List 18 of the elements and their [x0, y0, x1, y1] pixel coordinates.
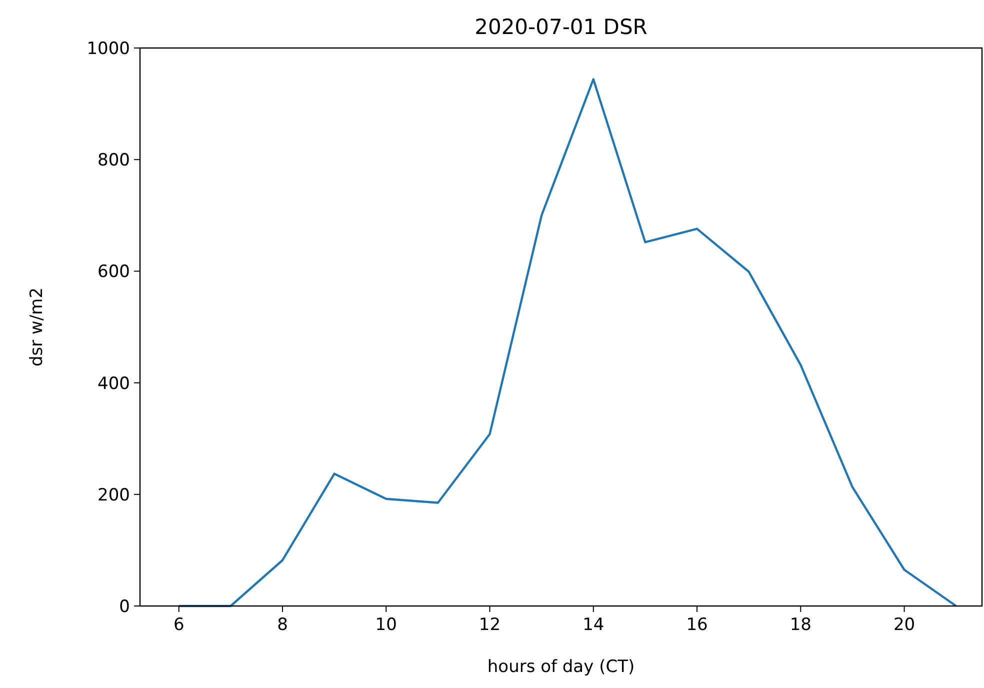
y-tick-label: 600	[98, 262, 130, 282]
y-tick-label: 400	[98, 374, 130, 394]
y-tick-label: 200	[98, 485, 130, 506]
y-axis-title: dsr w/m2	[27, 287, 47, 367]
x-tick-label: 6	[173, 615, 184, 635]
x-tick-label: 12	[478, 615, 501, 635]
x-axis-title: hours of day (CT)	[487, 657, 635, 677]
y-tick-label: 0	[119, 597, 130, 617]
y-tick-label: 800	[98, 150, 130, 171]
x-tick-label: 18	[790, 615, 812, 635]
x-tick-label: 16	[686, 615, 708, 635]
chart-title: 2020-07-01 DSR	[474, 15, 648, 39]
x-tick-label: 14	[582, 615, 604, 635]
line-series	[178, 78, 958, 608]
x-tick-label: 8	[277, 615, 288, 635]
x-tick-label: 10	[375, 615, 397, 635]
y-tick-label: 1000	[86, 39, 130, 59]
x-tick-label: 20	[893, 615, 916, 635]
